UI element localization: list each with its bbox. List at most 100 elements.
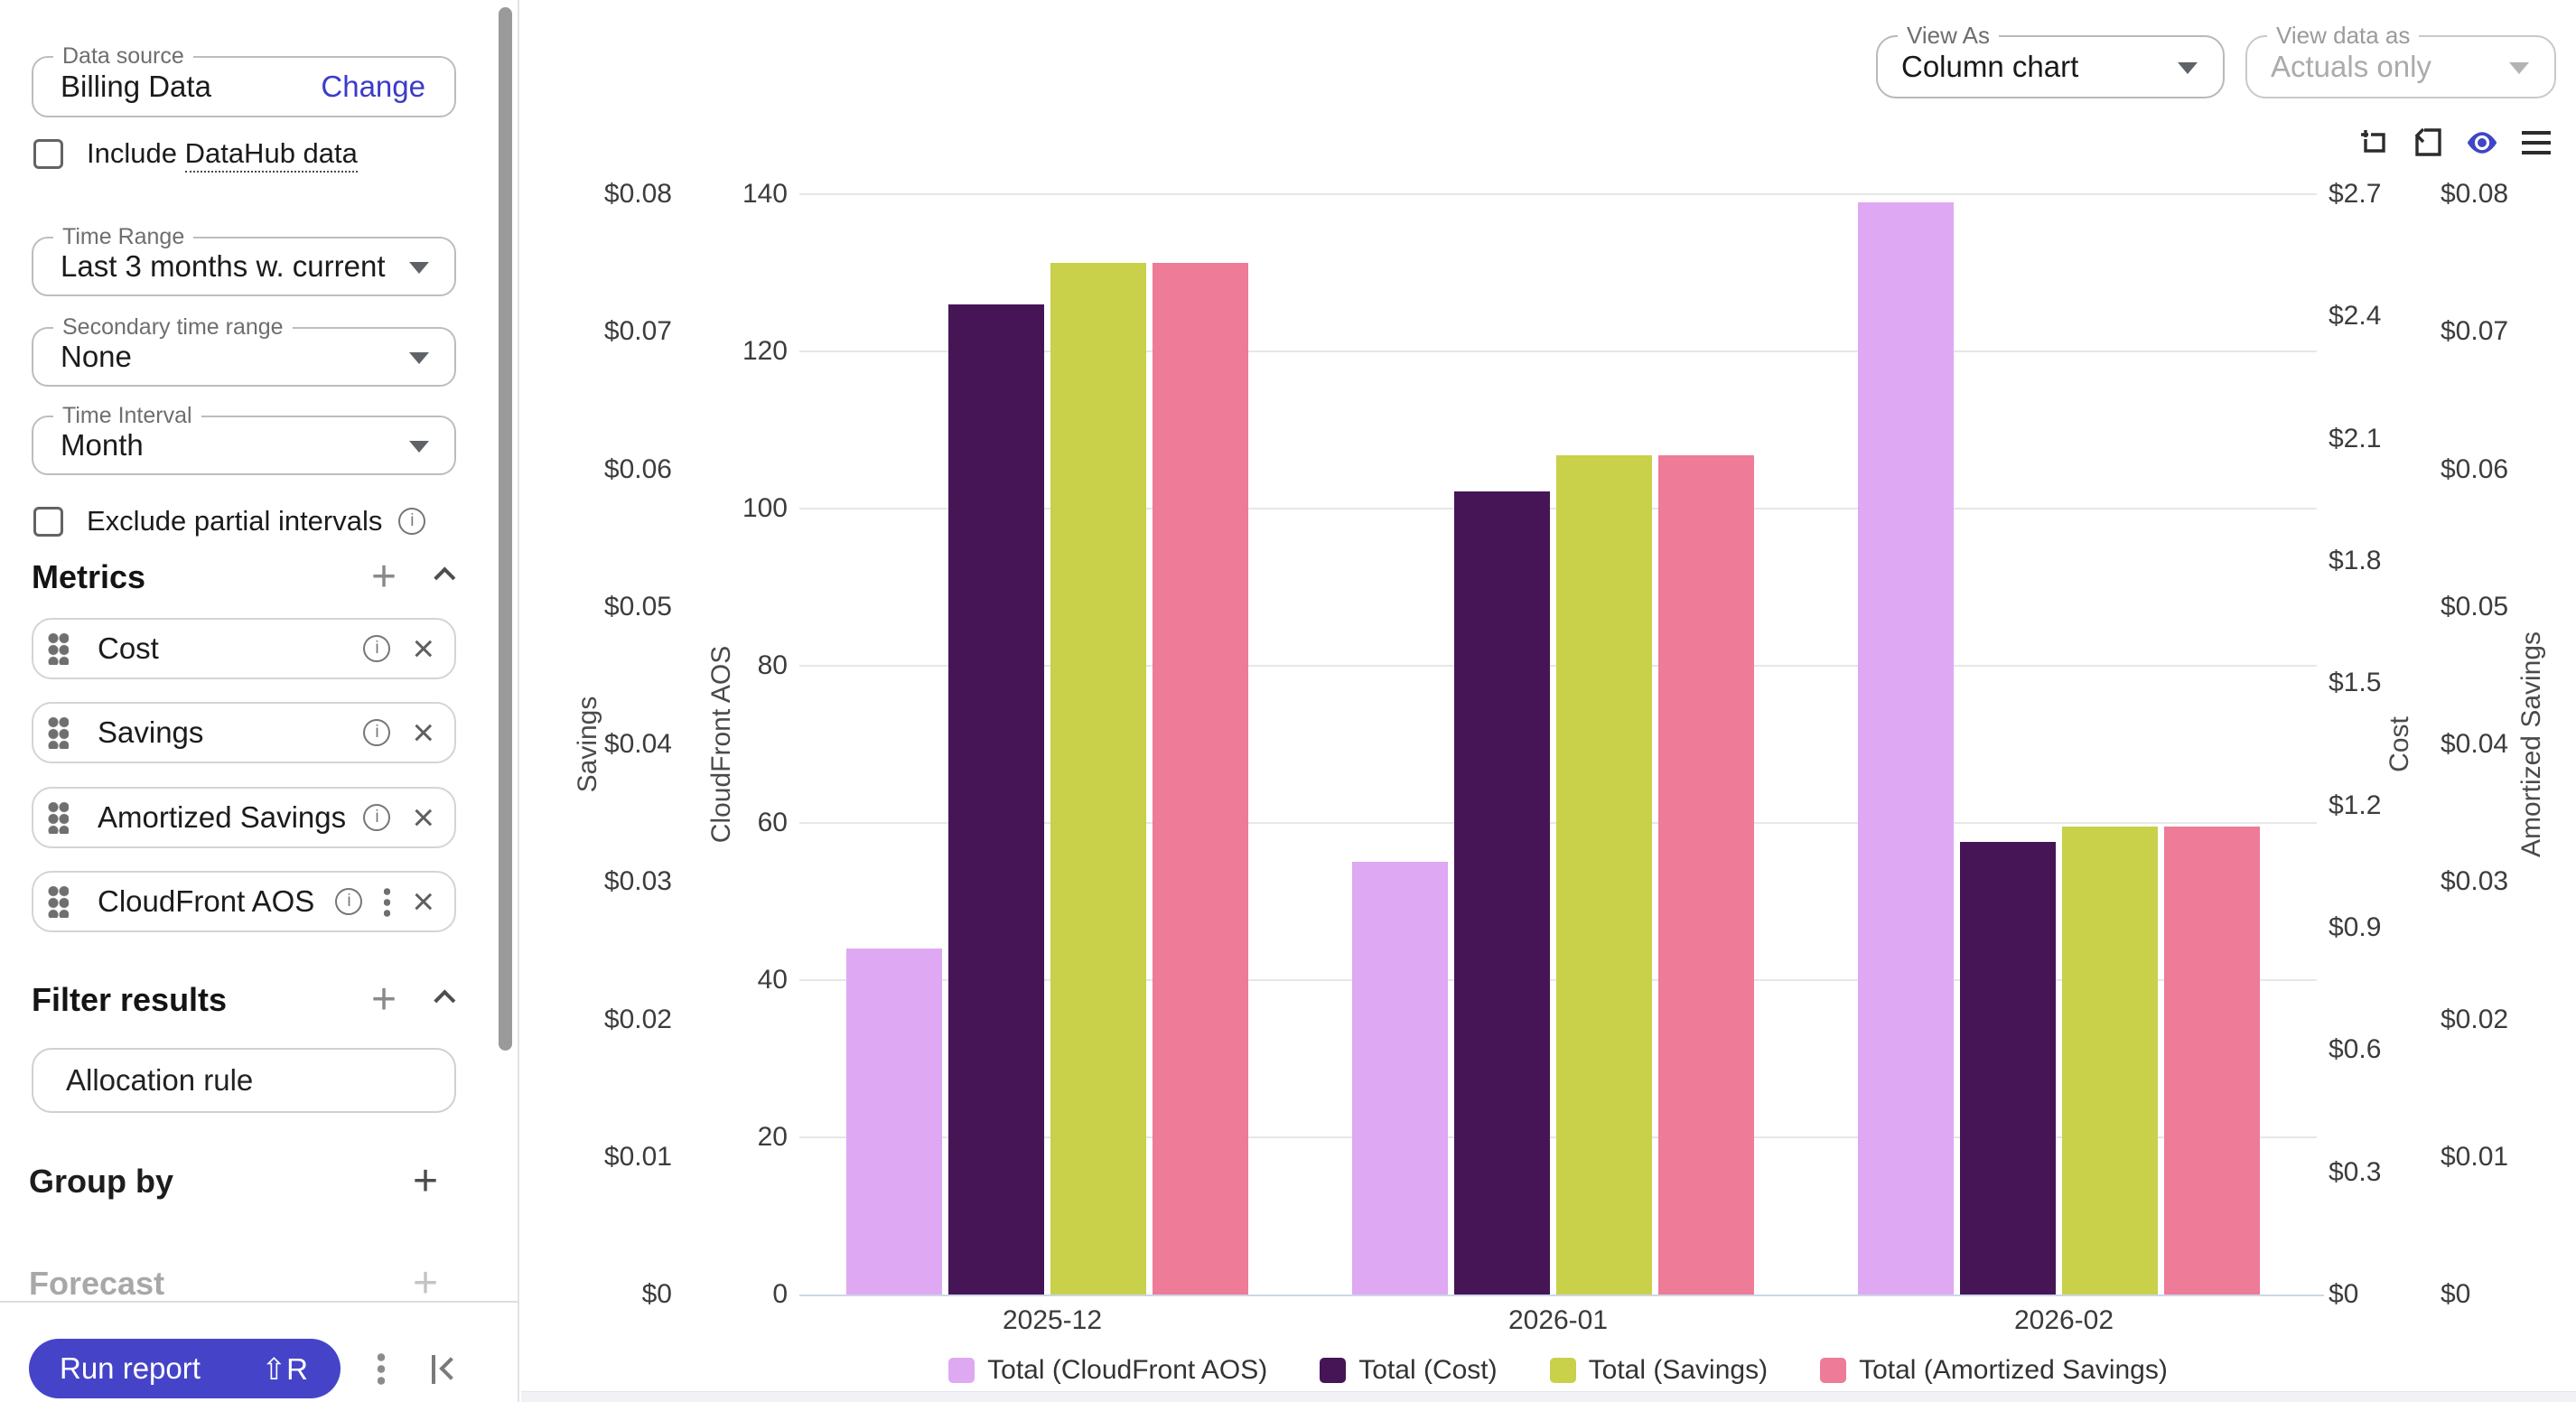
include-datahub-row: Include DataHub data [33, 137, 358, 173]
drag-handle-icon[interactable] [48, 632, 69, 665]
bar-cost-2025-12[interactable] [948, 304, 1044, 1295]
info-icon[interactable]: i [398, 508, 426, 535]
run-report-label: Run report [60, 1351, 201, 1385]
change-data-source-link[interactable]: Change [321, 70, 425, 103]
bar-savings-2026-02[interactable] [2062, 827, 2158, 1295]
metric-menu-icon[interactable] [384, 886, 391, 917]
y-axis-tick-label-cost: $0.6 [2329, 1034, 2382, 1065]
visibility-eye-icon[interactable] [2466, 126, 2498, 159]
bar-cloudfront-2026-02[interactable] [1858, 202, 1954, 1295]
bar-cost-2026-02[interactable] [1960, 842, 2056, 1295]
time-range-label: Time Range [53, 224, 194, 250]
y-axis-tick-label-cloudfront: 0 [772, 1279, 788, 1309]
sidebar-scrollbar[interactable] [499, 7, 512, 1051]
add-filter-icon[interactable]: + [370, 976, 397, 1023]
report-config-sidebar: Data source Billing Data Change Include … [0, 0, 519, 1402]
y-axis-tick-label-amortized: $0 [2441, 1279, 2471, 1309]
view-as-select[interactable]: View As Column chart [1876, 22, 2225, 98]
exclude-partial-checkbox[interactable] [33, 506, 63, 537]
metrics-section-header: Metrics + [32, 553, 456, 601]
y-axis-tick-label-savings: $0.02 [603, 1004, 672, 1034]
info-icon[interactable]: i [363, 804, 391, 831]
bar-cost-2026-01[interactable] [1454, 491, 1550, 1295]
run-report-button[interactable]: Run report ⇧R [29, 1339, 341, 1398]
y-axis-title-cloudfront: CloudFront AOS [706, 645, 736, 844]
reset-zoom-icon[interactable] [2412, 126, 2444, 159]
y-axis-tick-label-amortized: $0.01 [2441, 1141, 2509, 1172]
bar-amortized-2026-02[interactable] [2164, 827, 2260, 1295]
chart-legend: Total (CloudFront AOS) Total (Cost) Total … [799, 1355, 2317, 1386]
legend-item[interactable]: Total (Savings) [1549, 1355, 1768, 1386]
info-icon[interactable]: i [335, 888, 363, 915]
info-icon[interactable]: i [363, 635, 391, 662]
x-axis-tick-label: 2025-12 [1002, 1305, 1103, 1335]
y-axis-tick-label-cloudfront: 120 [742, 336, 788, 366]
annotate-chart-icon[interactable] [2357, 126, 2390, 159]
legend-item[interactable]: Total (Cost) [1320, 1355, 1498, 1386]
metric-chip-cloudfront-aos[interactable]: CloudFront AOS i × [32, 871, 456, 932]
y-axis-tick-label-amortized: $0.05 [2441, 591, 2509, 622]
drag-handle-icon[interactable] [48, 801, 69, 834]
bar-cloudfront-2025-12[interactable] [846, 949, 942, 1295]
chevron-down-icon [409, 352, 429, 364]
remove-metric-icon[interactable]: × [412, 796, 434, 838]
filter-label: Allocation rule [66, 1063, 254, 1097]
y-axis-tick-label-cloudfront: 140 [742, 179, 788, 209]
chart-menu-icon[interactable] [2520, 126, 2553, 159]
bar-savings-2025-12[interactable] [1050, 263, 1146, 1295]
data-source-field[interactable]: Data source Billing Data Change [32, 43, 456, 117]
datahub-data-link[interactable]: DataHub data [184, 137, 358, 173]
legend-item[interactable]: Total (Amortized Savings) [1820, 1355, 2168, 1386]
chart-toolbar [2357, 126, 2553, 159]
drag-handle-icon[interactable] [48, 885, 69, 918]
bar-amortized-2025-12[interactable] [1153, 263, 1248, 1295]
chevron-down-icon [2178, 62, 2198, 74]
info-icon[interactable]: i [363, 719, 391, 746]
footer-divider [0, 1301, 519, 1303]
add-group-by-icon[interactable]: + [412, 1157, 438, 1205]
filter-results-header: Filter results + [32, 976, 456, 1023]
add-metric-icon[interactable]: + [370, 553, 397, 601]
y-axis-title-cost: Cost [2385, 716, 2414, 772]
group-by-title: Group by [29, 1163, 173, 1200]
collapse-sidebar-icon[interactable] [432, 1355, 468, 1384]
y-axis-tick-label-savings: $0.05 [603, 591, 672, 622]
secondary-time-range-label: Secondary time range [53, 314, 293, 341]
secondary-time-range-value: None [61, 340, 132, 373]
drag-handle-icon[interactable] [48, 716, 69, 749]
view-data-as-label: View data as [2267, 22, 2420, 50]
bar-savings-2026-01[interactable] [1556, 455, 1652, 1295]
metric-chip-amortized-savings[interactable]: Amortized Savings i × [32, 787, 456, 848]
legend-item[interactable]: Total (CloudFront AOS) [948, 1355, 1267, 1386]
view-data-as-select[interactable]: View data as Actuals only [2245, 22, 2556, 98]
time-interval-value: Month [61, 428, 144, 462]
secondary-time-range-select[interactable]: Secondary time range None [32, 314, 456, 387]
y-axis-tick-label-amortized: $0.08 [2441, 179, 2509, 209]
data-source-value: Billing Data [61, 70, 211, 103]
time-range-select[interactable]: Time Range Last 3 months w. current [32, 224, 456, 296]
y-axis-tick-label-savings: $0.08 [603, 179, 672, 209]
forecast-title: Forecast [29, 1265, 165, 1302]
horizontal-scrollbar-track[interactable] [521, 1391, 2576, 1402]
remove-metric-icon[interactable]: × [412, 880, 434, 922]
bar-cloudfront-2026-01[interactable] [1352, 862, 1448, 1295]
remove-metric-icon[interactable]: × [412, 627, 434, 669]
view-data-as-value: Actuals only [2271, 50, 2431, 83]
legend-label: Total (Amortized Savings) [1859, 1355, 2168, 1385]
bar-amortized-2026-01[interactable] [1658, 455, 1754, 1295]
metric-label: Savings [98, 715, 204, 749]
y-axis-tick-label-amortized: $0.07 [2441, 316, 2509, 347]
exclude-partial-row: Exclude partial intervals i [33, 505, 426, 537]
metric-label: Amortized Savings [98, 800, 347, 834]
time-interval-select[interactable]: Time Interval Month [32, 403, 456, 475]
sidebar-menu-icon[interactable] [378, 1351, 385, 1386]
metrics-title: Metrics [32, 558, 146, 595]
metric-chip-savings[interactable]: Savings i × [32, 702, 456, 763]
filter-chip-allocation-rule[interactable]: Allocation rule [32, 1048, 456, 1113]
metric-chip-cost[interactable]: Cost i × [32, 618, 456, 679]
chevron-down-icon [2509, 62, 2529, 74]
legend-swatch [1820, 1358, 1847, 1383]
include-datahub-checkbox[interactable] [33, 138, 63, 169]
y-axis-title-amortized: Amortized Savings [2516, 631, 2546, 858]
remove-metric-icon[interactable]: × [412, 711, 434, 753]
